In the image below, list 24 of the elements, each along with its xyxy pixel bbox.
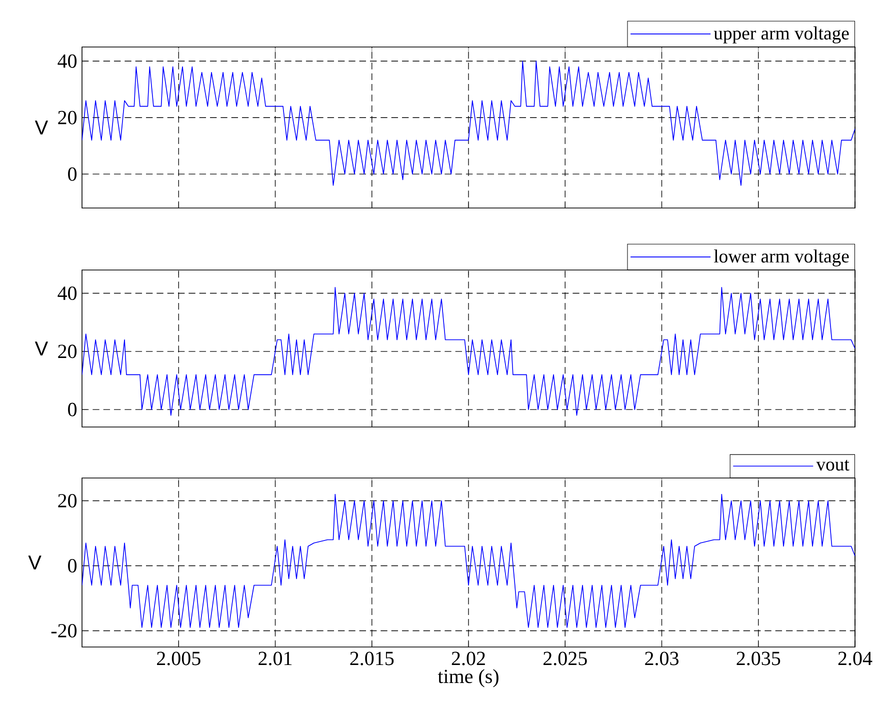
x-tick-label: 2.035 [736, 652, 780, 666]
x-tick-label: 2.04 [838, 652, 872, 666]
y-axis-title: V [28, 556, 42, 570]
y-axis-title: V [34, 342, 48, 356]
x-tick-label: 2.015 [350, 652, 394, 666]
x-tick-label: 2.01 [258, 652, 292, 666]
legend-label: vout [816, 460, 850, 471]
y-tick-label: -20 [51, 624, 77, 638]
x-tick-label: 2.025 [544, 652, 587, 666]
y-axis-title: V [34, 120, 48, 134]
y-tick-label: 20 [58, 494, 77, 508]
y-tick-label: 20 [58, 110, 77, 124]
y-tick-label: 0 [68, 402, 77, 416]
y-tick-label: 40 [58, 54, 77, 68]
legend-label: lower arm voltage [714, 249, 849, 266]
y-tick-label: 0 [68, 167, 77, 181]
x-axis-title: time (s) [438, 669, 498, 688]
y-tick-label: 0 [68, 559, 77, 572]
legend-label: upper arm voltage [714, 26, 849, 44]
x-tick-label: 2.02 [452, 652, 485, 666]
x-tick-label: 2.03 [645, 652, 678, 666]
x-tick-label: 2.005 [157, 652, 200, 666]
y-tick-label: 40 [58, 286, 77, 300]
y-tick-label: 20 [58, 344, 77, 358]
